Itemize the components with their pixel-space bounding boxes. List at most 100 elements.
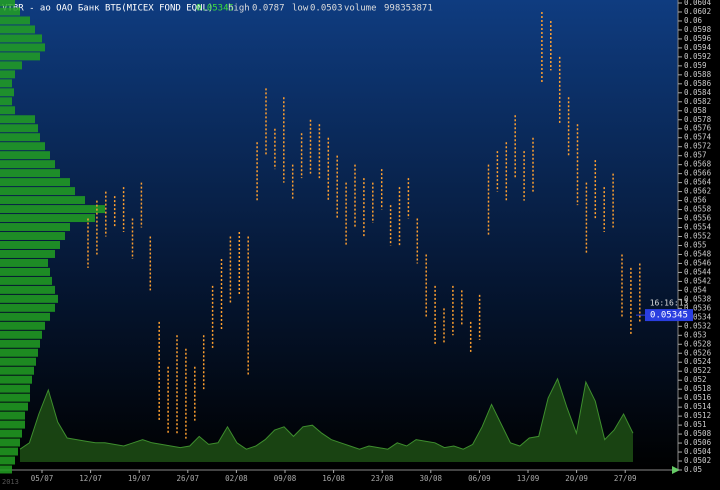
y-tick-label: 0.0512 bbox=[684, 411, 711, 420]
y-tick-label: 0.0528 bbox=[684, 339, 712, 348]
x-tick-label: 27/09 bbox=[614, 474, 637, 483]
y-tick-label: 0.0568 bbox=[684, 160, 712, 169]
y-tick-label: 0.055 bbox=[684, 240, 707, 249]
plot-background bbox=[0, 0, 678, 470]
x-tick-label: 12/07 bbox=[79, 474, 102, 483]
y-tick-label: 0.0552 bbox=[684, 232, 711, 241]
profile-bar bbox=[0, 357, 36, 366]
profile-bar bbox=[0, 142, 45, 151]
y-tick-label: 0.0586 bbox=[684, 79, 712, 88]
profile-bar bbox=[0, 294, 58, 303]
profile-bar bbox=[0, 79, 12, 88]
y-tick-label: 0.0504 bbox=[684, 447, 712, 456]
profile-bar bbox=[0, 393, 30, 402]
profile-bar bbox=[0, 285, 55, 294]
profile-bar bbox=[0, 303, 55, 312]
y-tick-label: 0.0518 bbox=[684, 384, 712, 393]
profile-bar bbox=[0, 43, 45, 52]
y-tick-label: 0.0514 bbox=[684, 402, 712, 411]
profile-bar bbox=[0, 106, 15, 115]
profile-bar bbox=[0, 348, 38, 357]
profile-bar bbox=[0, 115, 35, 124]
header: VTBR - ао ОАО Банк ВТБ(MICEX FOND EQNL) … bbox=[2, 4, 433, 14]
y-tick-label: 0.0582 bbox=[684, 97, 711, 106]
time-label: 16:16:13 bbox=[650, 299, 689, 308]
volume-area bbox=[20, 378, 633, 462]
profile-bar bbox=[0, 34, 42, 43]
y-tick-label: 0.0532 bbox=[684, 321, 711, 330]
y-tick-label: 0.0506 bbox=[684, 438, 712, 447]
x-tick-label: 30/08 bbox=[420, 474, 443, 483]
profile-bar bbox=[0, 151, 50, 160]
y-tick-label: 0.0516 bbox=[684, 393, 712, 402]
y-tick-label: 0.0604 bbox=[684, 0, 712, 7]
x-tick-label: 05/07 bbox=[31, 474, 54, 483]
volume-value: 998353871 bbox=[384, 4, 433, 14]
y-tick-label: 0.0578 bbox=[684, 115, 712, 124]
y-tick-label: 0.052 bbox=[684, 375, 707, 384]
profile-bar bbox=[0, 312, 50, 321]
y-tick-label: 0.0524 bbox=[684, 357, 712, 366]
profile-bar bbox=[0, 178, 70, 187]
y-tick-label: 0.0564 bbox=[684, 178, 712, 187]
y-tick-label: 0.054 bbox=[684, 285, 707, 294]
y-tick-label: 0.0596 bbox=[684, 34, 712, 43]
profile-bar bbox=[0, 25, 35, 34]
profile-bar bbox=[0, 465, 12, 474]
x-tick-label: 16/08 bbox=[322, 474, 345, 483]
profile-bar bbox=[0, 169, 60, 178]
x-tick-label: 13/09 bbox=[517, 474, 540, 483]
profile-bar bbox=[0, 456, 15, 465]
volume-label: volume bbox=[344, 4, 377, 14]
profile-bar bbox=[0, 214, 95, 223]
y-tick-label: 0.0502 bbox=[684, 456, 711, 465]
profile-bar bbox=[0, 375, 32, 384]
last-price-label: 0.05345 bbox=[650, 311, 688, 321]
y-tick-label: 0.0522 bbox=[684, 366, 711, 375]
last-price: 0.05345 bbox=[196, 4, 234, 14]
y-tick-label: 0.0594 bbox=[684, 43, 712, 52]
y-tick-label: 0.0598 bbox=[684, 25, 712, 34]
last-price-box bbox=[645, 309, 693, 322]
title: VTBR - ао ОАО Банк ВТБ(MICEX FOND EQNL) bbox=[2, 4, 213, 14]
profile-bar bbox=[0, 223, 70, 232]
y-tick-label: 0.0538 bbox=[684, 294, 712, 303]
profile-bar bbox=[0, 276, 52, 285]
y-tick-label: 0.0526 bbox=[684, 348, 712, 357]
profile-bar bbox=[0, 411, 25, 420]
profile-bar bbox=[0, 258, 48, 267]
y-tick-label: 0.059 bbox=[684, 61, 707, 70]
profile-bar bbox=[0, 330, 42, 339]
y-tick-label: 0.0542 bbox=[684, 276, 711, 285]
profile-bar bbox=[0, 61, 22, 70]
y-tick-label: 0.0546 bbox=[684, 258, 712, 267]
high-value: 0.0787 bbox=[252, 4, 285, 14]
y-tick-label: 0.051 bbox=[684, 420, 707, 429]
y-tick-label: 0.053 bbox=[684, 330, 707, 339]
profile-bar bbox=[0, 447, 18, 456]
profile-bar bbox=[0, 420, 25, 429]
y-tick-label: 0.0572 bbox=[684, 142, 711, 151]
y-tick-label: 0.0544 bbox=[684, 267, 712, 276]
x-tick-label: 23/08 bbox=[371, 474, 394, 483]
x-tick-label: 06/09 bbox=[468, 474, 491, 483]
y-tick-label: 0.0584 bbox=[684, 88, 712, 97]
scroll-arrow bbox=[672, 466, 680, 474]
profile-bar bbox=[0, 133, 40, 142]
y-tick-label: 0.0558 bbox=[684, 205, 712, 214]
y-tick-label: 0.0534 bbox=[684, 312, 712, 321]
profile-bar bbox=[0, 124, 38, 133]
profile-bar bbox=[0, 70, 15, 79]
y-tick-label: 0.0508 bbox=[684, 429, 712, 438]
profile-bar bbox=[0, 249, 55, 258]
x-tick-label: 02/08 bbox=[225, 474, 248, 483]
profile-bar bbox=[0, 187, 75, 196]
profile-bar bbox=[0, 0, 15, 7]
high-label: high bbox=[228, 4, 250, 14]
year-label: 2013 bbox=[2, 478, 19, 486]
y-tick-label: 0.0592 bbox=[684, 52, 711, 61]
profile-bar bbox=[0, 267, 50, 276]
profile-bar bbox=[0, 160, 55, 169]
y-tick-label: 0.0588 bbox=[684, 70, 712, 79]
